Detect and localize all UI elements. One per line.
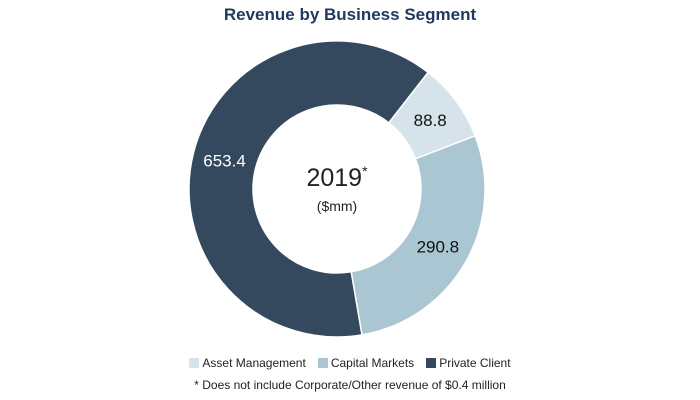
- slice-capital-markets: [350, 134, 486, 336]
- center-unit-label: ($mm): [317, 198, 357, 214]
- legend-swatch: [317, 358, 328, 368]
- legend-item-private-client: Private Client: [426, 356, 511, 370]
- legend-label: Asset Management: [202, 356, 306, 370]
- legend-swatch: [189, 358, 200, 368]
- legend: Asset Management Capital Markets Private…: [0, 356, 700, 370]
- legend-item-capital-markets: Capital Markets: [317, 356, 415, 370]
- center-year-label: 2019*: [306, 163, 368, 192]
- slice-private-client: [188, 40, 430, 338]
- legend-swatch: [426, 358, 437, 368]
- chart-title: Revenue by Business Segment: [223, 5, 477, 24]
- footnote: * Does not include Corporate/Other reven…: [194, 378, 506, 392]
- legend-item-asset-management: Asset Management: [189, 356, 306, 370]
- data-label-asset-management: 88.8: [414, 111, 447, 130]
- legend-label: Capital Markets: [330, 356, 415, 370]
- legend-label: Private Client: [439, 356, 511, 370]
- data-label-capital-markets: 290.8: [417, 237, 460, 256]
- data-label-private-client: 653.4: [203, 152, 246, 171]
